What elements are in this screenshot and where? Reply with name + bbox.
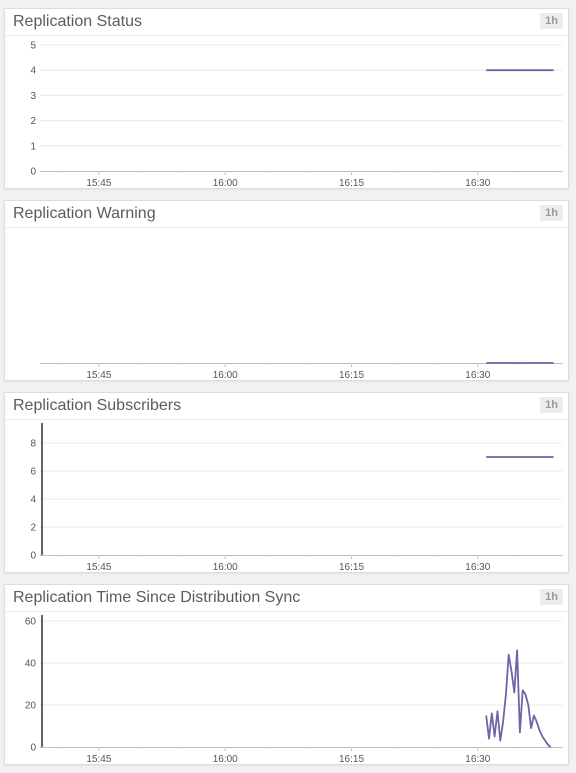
- x-tick-label: 16:00: [213, 562, 238, 572]
- panel-title: Replication Status: [13, 13, 142, 30]
- y-tick-label: 3: [30, 91, 36, 102]
- time-range-button[interactable]: 1h: [540, 13, 563, 29]
- x-tick-label: 16:15: [339, 562, 364, 572]
- y-tick-label: 4: [30, 66, 36, 77]
- panel-replication-status: Replication Status 1h 0 1 2 3 4 5 15:45 16:00 16…: [4, 8, 569, 189]
- panel-header: Replication Subscribers 1h: [5, 393, 568, 420]
- y-tick-label: 0: [30, 551, 36, 562]
- x-tick-label: 16:30: [465, 754, 490, 764]
- panel-header: Replication Warning 1h: [5, 201, 568, 228]
- replication-status-chart: 0 1 2 3 4 5 15:45 16:00 16:15 16:30: [30, 41, 563, 188]
- y-tick-label: 0: [30, 167, 36, 178]
- x-tick-label: 16:30: [465, 370, 490, 380]
- panel-title: Replication Warning: [13, 205, 156, 222]
- x-tick-label: 16:15: [339, 370, 364, 380]
- y-tick-label: 40: [25, 659, 37, 670]
- y-tick-label: 1: [30, 141, 36, 152]
- x-tick-label: 16:15: [339, 178, 364, 188]
- panel-header: Replication Time Since Distribution Sync…: [5, 585, 568, 612]
- y-tick-label: 2: [30, 523, 36, 534]
- series-line: [485, 649, 552, 748]
- x-tick-label: 16:00: [213, 370, 238, 380]
- x-tick-label: 16:00: [213, 178, 238, 188]
- y-tick-label: 8: [30, 439, 36, 450]
- time-range-button[interactable]: 1h: [540, 397, 563, 413]
- x-tick-label: 15:45: [86, 178, 111, 188]
- y-tick-label: 4: [30, 495, 36, 506]
- y-tick-label: 5: [30, 41, 36, 52]
- x-tick-label: 16:00: [213, 754, 238, 764]
- x-tick-label: 16:30: [465, 562, 490, 572]
- panel-replication-warning: Replication Warning 1h 15:45 16:00 16:15 16…: [4, 200, 569, 381]
- replication-time-since-sync-chart: 0 20 40 60 15:45 16:00 16:15 16:30: [25, 615, 563, 764]
- panel-replication-subscribers: Replication Subscribers 1h 0 2 4 6 8 15:45 16:…: [4, 392, 569, 573]
- y-tick-label: 2: [30, 116, 36, 127]
- panel-title: Replication Subscribers: [13, 397, 182, 414]
- y-tick-label: 0: [30, 743, 36, 754]
- y-tick-label: 6: [30, 467, 36, 478]
- panel-header: Replication Status 1h: [5, 9, 568, 36]
- x-tick-label: 16:30: [465, 178, 490, 188]
- time-range-button[interactable]: 1h: [540, 205, 563, 221]
- replication-warning-chart: 15:45 16:00 16:15 16:30: [40, 362, 563, 380]
- x-tick-label: 16:15: [339, 754, 364, 764]
- y-tick-label: 20: [25, 701, 37, 712]
- panel-title: Replication Time Since Distribution Sync: [13, 589, 301, 606]
- x-tick-label: 15:45: [86, 370, 111, 380]
- replication-subscribers-chart: 0 2 4 6 8 15:45 16:00 16:15 16:30: [30, 423, 563, 572]
- time-range-button[interactable]: 1h: [540, 589, 563, 605]
- x-tick-label: 15:45: [86, 754, 111, 764]
- x-tick-label: 15:45: [86, 562, 111, 572]
- y-tick-label: 60: [25, 617, 37, 628]
- panel-replication-time-since-sync: Replication Time Since Distribution Sync…: [4, 584, 569, 765]
